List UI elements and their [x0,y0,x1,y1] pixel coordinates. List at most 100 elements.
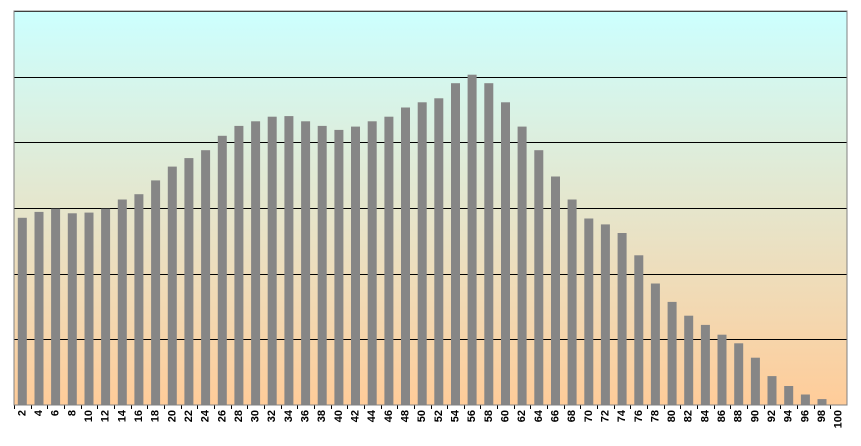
x-tick-label-84: 84 [699,409,711,422]
bar-72 [600,224,610,405]
bar-70 [584,218,594,405]
x-tick-label-64: 64 [533,409,545,422]
bar-14 [117,199,127,405]
bar-86 [717,334,727,405]
x-tick-label-60: 60 [500,410,512,422]
bar-74 [617,233,627,405]
bar-28 [234,125,244,406]
x-tick-label-38: 38 [316,410,328,422]
x-tick-label-68: 68 [566,410,578,422]
x-tick-label-54: 54 [450,409,462,422]
x-tick-label-66: 66 [550,410,562,422]
x-tick-label-62: 62 [516,410,528,422]
bar-48 [401,107,410,405]
bar-46 [384,116,394,405]
bar-84 [700,324,710,405]
bar-66 [551,176,560,405]
bar-42 [351,126,360,405]
bar-26 [217,135,227,406]
x-tick-label-6: 6 [50,410,62,416]
bar-54 [451,83,460,405]
x-tick-label-94: 94 [783,409,795,422]
bar-8 [67,213,77,405]
bar-58 [484,83,494,405]
bar-44 [367,121,377,406]
bar-2 [17,217,27,405]
bar-18 [151,180,161,405]
bar-68 [567,199,577,405]
plot-border [13,10,848,406]
x-tick-label-86: 86 [716,410,728,422]
x-tick-label-12: 12 [100,410,112,422]
bar-82 [684,315,694,405]
bar-76 [634,255,644,405]
bar-78 [650,283,660,405]
bar-16 [134,194,144,405]
x-tick-label-30: 30 [250,410,262,422]
bar-92 [767,376,777,405]
x-tick-label-2: 2 [16,410,28,416]
x-tick-label-34: 34 [283,409,295,422]
bar-series [17,74,827,406]
bar-24 [201,150,211,405]
bar-90 [750,357,760,405]
bar-12 [101,208,111,405]
x-tick-label-20: 20 [166,410,178,422]
bar-94 [784,386,794,405]
bar-62 [517,126,527,405]
x-tick-label-18: 18 [150,410,162,422]
bar-50 [417,102,427,406]
x-tick-label-26: 26 [216,410,228,422]
x-tick-label-100: 100 [833,410,845,428]
x-tick-label-8: 8 [66,410,78,416]
x-tick-label-80: 80 [666,410,678,422]
x-tick-label-58: 58 [483,410,495,422]
bar-38 [317,125,327,406]
x-tick-label-42: 42 [350,410,362,422]
bar-88 [734,343,744,405]
x-tick-label-88: 88 [733,410,745,422]
bar-80 [667,301,677,405]
bar-52 [434,98,444,406]
x-tick-label-48: 48 [400,410,412,422]
bar-10 [84,212,94,405]
x-tick-label-96: 96 [799,410,811,422]
x-tick-label-4: 4 [33,409,45,416]
x-tick-label-24: 24 [200,409,212,422]
x-axis-ticks: 2 4 6 8 10 12 14 16 18 20 22 24 26 28 30 32 34 36 38 40 42 44… [14,405,845,428]
bar-30 [251,121,261,406]
x-tick-label-72: 72 [599,410,611,422]
bar-40 [334,129,344,405]
bar-60 [501,102,510,406]
bar-4 [34,211,44,405]
x-tick-label-16: 16 [133,410,145,422]
bar-6 [51,208,61,405]
x-tick-label-52: 52 [433,410,445,422]
x-tick-label-40: 40 [333,410,345,422]
x-tick-label-14: 14 [116,409,128,422]
x-tick-label-46: 46 [383,410,395,422]
x-tick-label-98: 98 [816,410,828,422]
bar-64 [534,150,544,405]
x-tick-label-22: 22 [183,410,195,422]
x-tick-label-70: 70 [583,410,595,422]
x-tick-label-50: 50 [416,410,428,422]
x-tick-label-32: 32 [266,410,278,422]
x-tick-label-78: 78 [649,410,661,422]
x-tick-label-56: 56 [466,410,478,422]
x-tick-label-82: 82 [683,410,695,422]
bar-56 [467,74,477,405]
bar-20 [167,166,177,405]
bar-98 [817,399,827,405]
x-tick-label-36: 36 [300,410,312,422]
x-tick-label-44: 44 [366,409,378,422]
x-tick-label-28: 28 [233,410,245,422]
bar-34 [284,116,294,405]
bar-96 [800,394,810,405]
x-tick-label-92: 92 [766,410,778,422]
x-tick-label-76: 76 [633,410,645,422]
x-tick-label-10: 10 [83,410,95,422]
bar-36 [301,121,311,406]
bar-22 [184,158,194,405]
